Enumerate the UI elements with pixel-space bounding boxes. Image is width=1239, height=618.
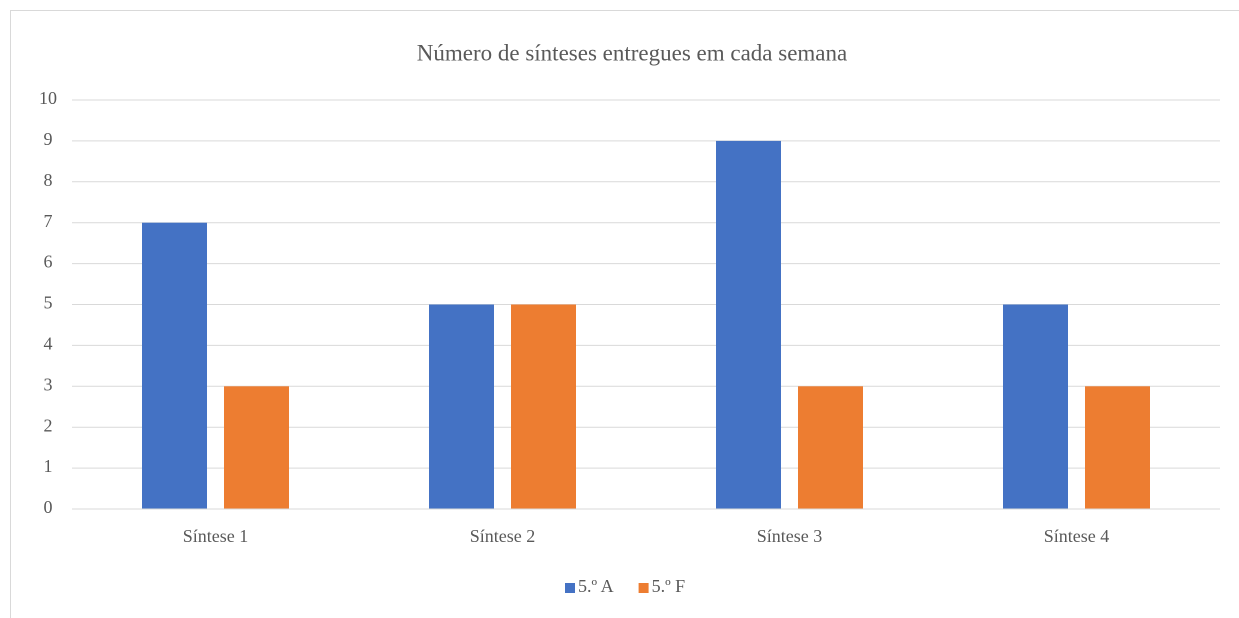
y-tick-label: 3 <box>44 374 53 394</box>
x-tick-label: Síntese 4 <box>1044 526 1110 546</box>
legend-label: 5.º A <box>578 576 614 596</box>
y-tick-label: 1 <box>44 456 53 476</box>
legend-swatch <box>565 583 575 593</box>
y-tick-label: 0 <box>44 497 53 517</box>
legend-swatch <box>638 583 649 593</box>
bar <box>224 386 289 509</box>
bar <box>429 304 494 509</box>
bar <box>716 140 781 509</box>
x-tick-label: Síntese 3 <box>757 526 823 546</box>
chart-title: Número de sínteses entregues em cada sem… <box>417 40 847 65</box>
bar <box>511 304 576 509</box>
y-tick-label: 8 <box>44 170 53 190</box>
y-tick-label: 7 <box>44 211 53 231</box>
y-tick-label: 4 <box>44 334 53 354</box>
y-tick-label: 10 <box>39 88 57 108</box>
bar <box>798 386 863 509</box>
y-tick-label: 2 <box>44 415 53 435</box>
y-tick-label: 6 <box>44 252 53 272</box>
y-tick-label: 9 <box>44 129 53 149</box>
bar <box>1003 304 1068 509</box>
bar <box>142 222 207 509</box>
y-tick-label: 5 <box>44 293 53 313</box>
x-tick-label: Síntese 1 <box>183 526 249 546</box>
bar <box>1085 386 1150 509</box>
x-tick-label: Síntese 2 <box>470 526 536 546</box>
legend-label: 5.º F <box>652 576 686 596</box>
